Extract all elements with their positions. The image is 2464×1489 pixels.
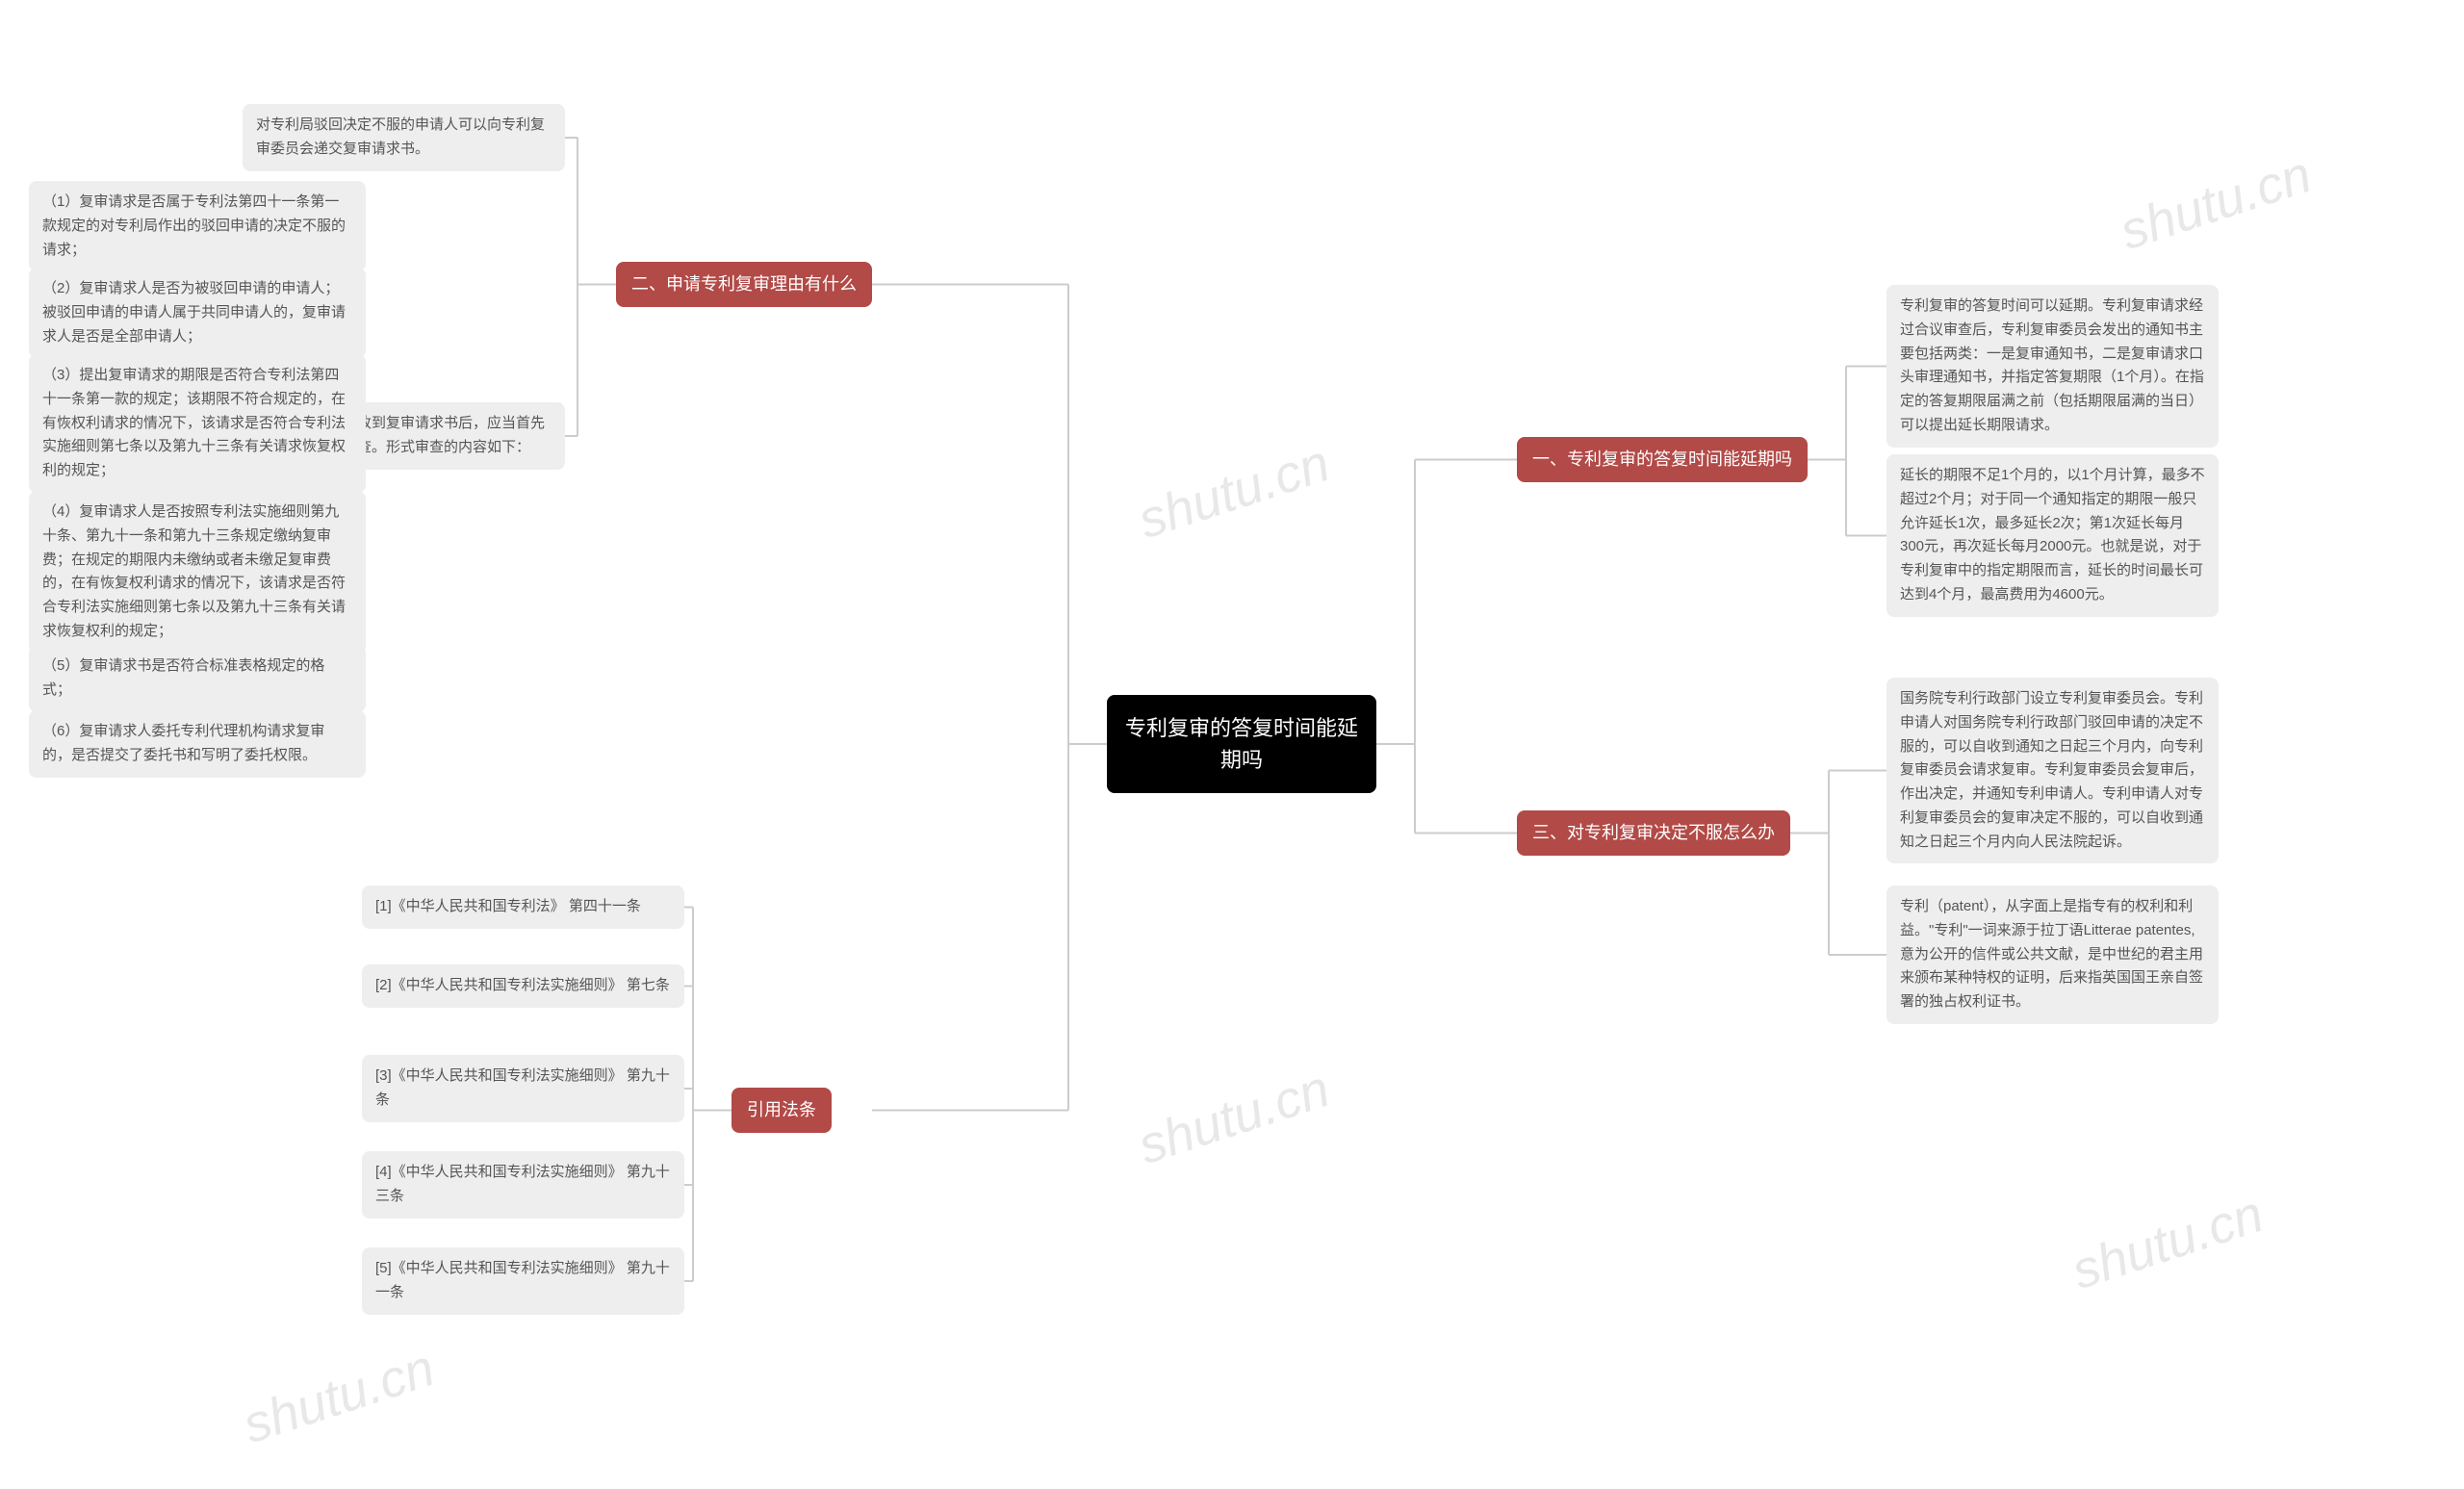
watermark: shutu.cn <box>1131 1059 1336 1176</box>
leaf-node: [4]《中华人民共和国专利法实施细则》 第九十三条 <box>362 1151 684 1219</box>
watermark: shutu.cn <box>2113 144 2318 262</box>
branch-node: 二、申请专利复审理由有什么 <box>616 262 872 307</box>
branch-node: 三、对专利复审决定不服怎么办 <box>1517 810 1790 856</box>
leaf-node: 国务院专利行政部门设立专利复审委员会。专利申请人对国务院专利行政部门驳回申请的决… <box>1886 678 2219 863</box>
leaf-node: [2]《中华人民共和国专利法实施细则》 第七条 <box>362 964 684 1008</box>
subleaf-node: （6）复审请求人委托专利代理机构请求复审的，是否提交了委托书和写明了委托权限。 <box>29 710 366 778</box>
leaf-node: [3]《中华人民共和国专利法实施细则》 第九十条 <box>362 1055 684 1122</box>
subleaf-node: （2）复审请求人是否为被驳回申请的申请人；被驳回申请的申请人属于共同申请人的，复… <box>29 268 366 358</box>
subleaf-node: （3）提出复审请求的期限是否符合专利法第四十一条第一款的规定；该期限不符合规定的… <box>29 354 366 493</box>
leaf-node: 专利复审的答复时间可以延期。专利复审请求经过合议审查后，专利复审委员会发出的通知… <box>1886 285 2219 448</box>
branch-node: 引用法条 <box>732 1088 832 1133</box>
subleaf-node: （1）复审请求是否属于专利法第四十一条第一款规定的对专利局作出的驳回申请的决定不… <box>29 181 366 271</box>
leaf-node: 延长的期限不足1个月的，以1个月计算，最多不超过2个月；对于同一个通知指定的期限… <box>1886 454 2219 617</box>
subleaf-node: （4）复审请求人是否按照专利法实施细则第九十条、第九十一条和第九十三条规定缴纳复… <box>29 491 366 654</box>
leaf-node: [1]《中华人民共和国专利法》 第四十一条 <box>362 886 684 929</box>
subleaf-node: （5）复审请求书是否符合标准表格规定的格式； <box>29 645 366 712</box>
watermark: shutu.cn <box>1131 433 1336 551</box>
branch-node: 一、专利复审的答复时间能延期吗 <box>1517 437 1808 482</box>
leaf-node: 专利（patent），从字面上是指专有的权利和利益。"专利"一词来源于拉丁语Li… <box>1886 886 2219 1024</box>
watermark: shutu.cn <box>2065 1184 2270 1301</box>
leaf-node: 对专利局驳回决定不服的申请人可以向专利复审委员会递交复审请求书。 <box>243 104 565 171</box>
watermark: shutu.cn <box>236 1338 441 1455</box>
root-node: 专利复审的答复时间能延期吗 <box>1107 695 1376 793</box>
leaf-node: [5]《中华人民共和国专利法实施细则》 第九十一条 <box>362 1247 684 1315</box>
